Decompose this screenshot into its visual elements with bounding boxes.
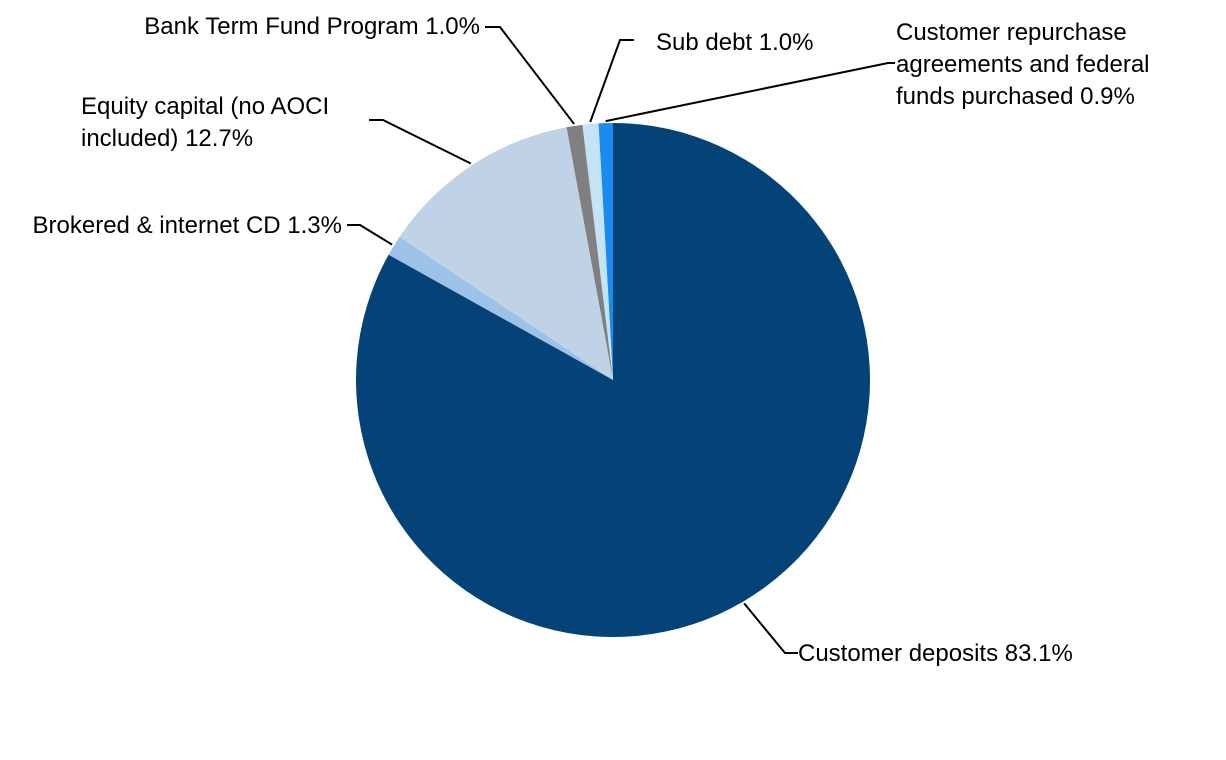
pie-slice-5 (356, 123, 870, 637)
slice-label-1: Sub debt 1.0% (656, 29, 813, 56)
leader-line-4 (347, 224, 393, 246)
slice-label-line: Customer repurchase (896, 19, 1127, 46)
leader-line-3 (369, 119, 472, 165)
slice-label-0: Customer repurchase agreements and federa… (896, 19, 1150, 110)
leader-line-2 (485, 26, 575, 125)
slice-labels: Customer repurchase agreements and federa… (33, 13, 1150, 667)
slice-label-line: Equity capital (no AOCI (81, 93, 329, 120)
slice-label-line: funds purchased 0.9% (896, 83, 1135, 110)
pie-slice-3 (399, 127, 613, 381)
slice-label-line: Brokered & internet CD 1.3% (33, 212, 342, 239)
leader-line-1 (589, 39, 634, 123)
slice-label-line: Customer deposits 83.1% (798, 640, 1073, 667)
leader-line-0 (605, 62, 895, 123)
leader-lines (347, 26, 895, 654)
pie-slice-1 (582, 123, 613, 381)
leader-line-5 (743, 602, 798, 654)
slice-label-3: Equity capital (no AOCI included) 12.7% (81, 93, 329, 152)
pie-slice-2 (566, 124, 613, 381)
pie-slice-4 (388, 236, 613, 380)
slice-label-line: included) 12.7% (81, 125, 253, 152)
slice-label-line: Bank Term Fund Program 1.0% (144, 13, 480, 40)
slice-label-4: Brokered & internet CD 1.3% (33, 212, 342, 239)
pie-slices (356, 123, 870, 637)
slice-label-2: Bank Term Fund Program 1.0% (144, 13, 480, 40)
slice-label-5: Customer deposits 83.1% (798, 640, 1073, 667)
pie-slice-0 (598, 123, 613, 380)
slice-label-line: agreements and federal (896, 51, 1150, 78)
slice-label-line: Sub debt 1.0% (656, 29, 813, 56)
